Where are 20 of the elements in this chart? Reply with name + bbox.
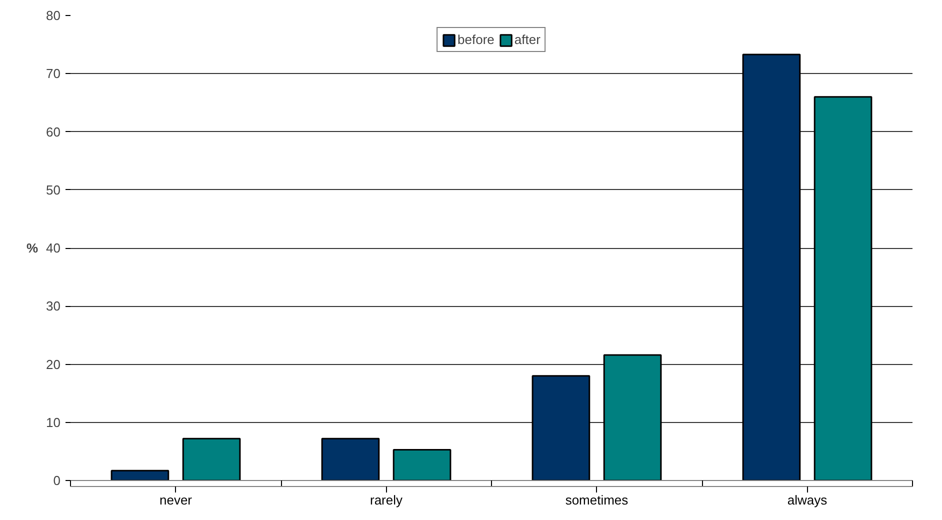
bar bbox=[321, 438, 380, 480]
legend-label: after bbox=[514, 32, 540, 47]
legend-label: before bbox=[458, 32, 494, 47]
y-tick-label: 20 bbox=[46, 356, 61, 372]
y-tick-label: 70 bbox=[46, 66, 61, 82]
x-tick-label: rarely bbox=[370, 492, 404, 508]
y-axis-title: % bbox=[26, 240, 38, 256]
y-tick-label: 80 bbox=[46, 8, 61, 23]
bar bbox=[392, 448, 452, 480]
y-tick-label: 60 bbox=[46, 124, 61, 140]
x-tick-label: never bbox=[159, 492, 193, 508]
x-tick-label: sometimes bbox=[565, 492, 629, 508]
bar bbox=[182, 438, 241, 480]
bar bbox=[110, 470, 170, 480]
y-tick-label: 10 bbox=[46, 414, 61, 430]
y-tick-label: 50 bbox=[46, 182, 61, 198]
y-tick-label: 0 bbox=[53, 473, 61, 488]
y-tick-label: 40 bbox=[46, 240, 61, 256]
x-tick-label: always bbox=[787, 492, 828, 508]
y-tick-label: 30 bbox=[46, 298, 61, 314]
